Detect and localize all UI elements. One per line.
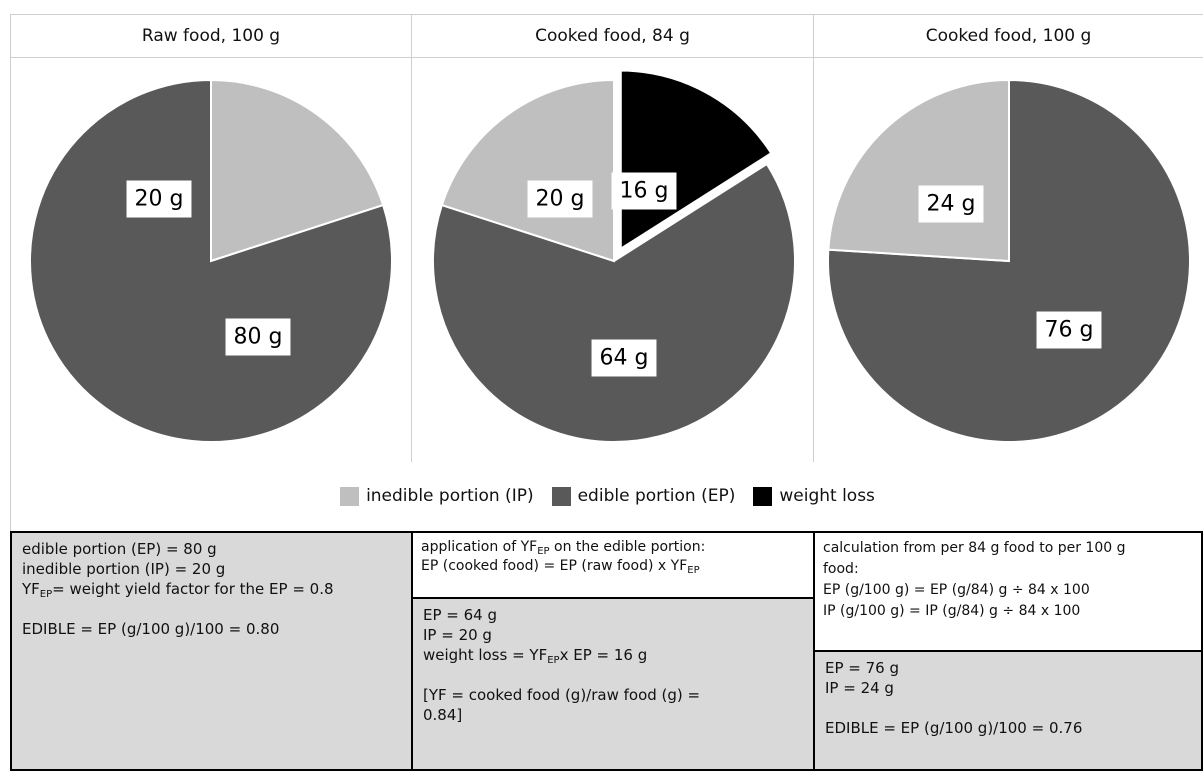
legend-swatch bbox=[753, 486, 773, 506]
pie-charts-row: Raw food, 100 g 20 g 80 g Cooked food, 84… bbox=[10, 14, 1203, 462]
legend: inedible portion (IP) edible portion (EP… bbox=[10, 461, 1203, 532]
slice-label-text: 80 g bbox=[234, 325, 283, 350]
note-line: calculation from per 84 g food to per 10… bbox=[823, 540, 1126, 556]
pie-chart-cooked-100: 76 g 24 g bbox=[827, 78, 1191, 443]
note-line: EP (cooked food) = EP (raw food) x YFEP bbox=[421, 558, 700, 576]
note-line: YFEP= weight yield factor for the EP = 0… bbox=[22, 580, 334, 600]
legend-swatch bbox=[551, 486, 571, 506]
legend-label: inedible portion (IP) bbox=[366, 486, 534, 506]
slice-label-box bbox=[918, 185, 984, 223]
pie-slice-edible-portion-ep bbox=[29, 78, 393, 443]
slice-label-text: 20 g bbox=[135, 187, 184, 212]
chart-title: Raw food, 100 g bbox=[11, 15, 411, 58]
panel-raw-food: Raw food, 100 g 20 g 80 g bbox=[11, 15, 412, 462]
slice-label-text: 76 g bbox=[1045, 318, 1094, 343]
chart-title: Cooked food, 100 g bbox=[814, 15, 1203, 58]
note-line: food: bbox=[823, 561, 859, 577]
legend-label: weight loss bbox=[779, 486, 875, 506]
slice-label: 20 g bbox=[126, 180, 192, 218]
slice-label-box bbox=[591, 339, 657, 377]
slice-label: 64 g bbox=[591, 339, 657, 377]
slice-label-box bbox=[225, 318, 291, 356]
note-line: application of YFEP on the edible portio… bbox=[421, 539, 706, 557]
slice-label-box bbox=[527, 180, 593, 218]
note-line: EP = 64 g bbox=[423, 606, 498, 624]
chart-title: Cooked food, 84 g bbox=[412, 15, 813, 58]
legend-item-edible: edible portion (EP) bbox=[551, 486, 736, 506]
legend-label: edible portion (EP) bbox=[577, 486, 736, 506]
note-line: EP = 76 g bbox=[825, 659, 900, 677]
note-line: [YF = cooked food (g)/raw food (g) = bbox=[423, 686, 701, 704]
legend-item-weight-loss: weight loss bbox=[753, 486, 875, 506]
note-line: IP (g/100 g) = IP (g/84) g ÷ 84 x 100 bbox=[823, 603, 1081, 619]
note-line: EDIBLE = EP (g/100 g)/100 = 0.76 bbox=[825, 719, 1083, 737]
slice-label-text: 16 g bbox=[620, 179, 669, 204]
cooked-84-results-box: EP = 64 g IP = 20 g weight loss = YFEPx … bbox=[411, 597, 815, 771]
slice-label: 24 g bbox=[918, 185, 984, 223]
pie-slice-edible-portion-ep bbox=[827, 78, 1191, 443]
pie-slice-inedible-portion-ip bbox=[827, 78, 1010, 263]
legend-swatch bbox=[340, 486, 360, 506]
slice-label: 76 g bbox=[1036, 311, 1102, 349]
panel-cooked-100: Cooked food, 100 g 76 g 24 g bbox=[814, 15, 1203, 462]
pie-slice-inedible-portion-ip bbox=[210, 78, 385, 263]
slice-label-box bbox=[611, 172, 677, 210]
slice-label: 80 g bbox=[225, 318, 291, 356]
slice-label-text: 20 g bbox=[536, 187, 585, 212]
panel-cooked-84: Cooked food, 84 g 16 g 64 g 20 g bbox=[412, 15, 814, 462]
note-line: inedible portion (IP) = 20 g bbox=[22, 560, 226, 578]
slice-label-text: 24 g bbox=[927, 192, 976, 217]
note-line: EP (g/100 g) = EP (g/84) g ÷ 84 x 100 bbox=[823, 582, 1090, 598]
pie-chart-cooked-84: 16 g 64 g 20 g bbox=[432, 67, 796, 443]
note-line: IP = 24 g bbox=[825, 679, 894, 697]
slice-label-box bbox=[1036, 311, 1102, 349]
note-line: edible portion (EP) = 80 g bbox=[22, 540, 217, 558]
slice-label: 16 g bbox=[611, 172, 677, 210]
legend-item-inedible: inedible portion (IP) bbox=[340, 486, 534, 506]
slice-label: 20 g bbox=[527, 180, 593, 218]
cooked-100-method-box: calculation from per 84 g food to per 10… bbox=[813, 531, 1203, 652]
note-line: weight loss = YFEPx EP = 16 g bbox=[423, 646, 648, 666]
pie-chart-raw-food: 20 g 80 g bbox=[29, 78, 393, 443]
note-line: IP = 20 g bbox=[423, 626, 492, 644]
pie-slice-edible-portion-ep bbox=[432, 162, 796, 443]
raw-food-notes-box: edible portion (EP) = 80 g inedible port… bbox=[10, 531, 413, 771]
note-line: 0.84] bbox=[423, 706, 463, 724]
cooked-100-results-box: EP = 76 g IP = 24 g EDIBLE = EP (g/100 g… bbox=[813, 650, 1203, 771]
note-line: EDIBLE = EP (g/100 g)/100 = 0.80 bbox=[22, 620, 280, 638]
slice-label-text: 64 g bbox=[600, 346, 649, 371]
cooked-84-method-box: application of YFEP on the edible portio… bbox=[411, 531, 815, 599]
slice-label-box bbox=[126, 180, 192, 218]
